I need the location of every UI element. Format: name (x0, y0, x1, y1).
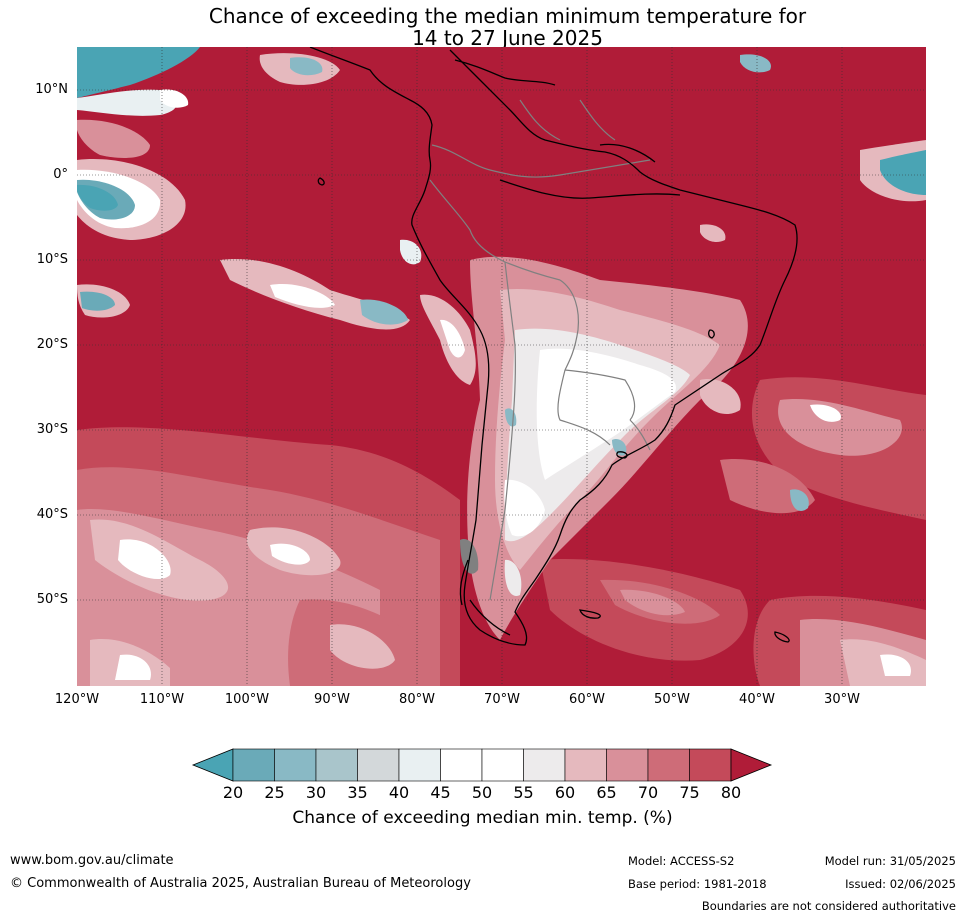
lon-label-50w: 50°W (654, 692, 690, 707)
lat-label-40s: 40°S (36, 507, 68, 522)
graticule (77, 47, 926, 686)
colorbar-segment (647, 748, 690, 782)
map-title-line2: 14 to 27 June 2025 (412, 26, 603, 50)
lat-label-20s: 20°S (36, 337, 68, 352)
lon-label-110w: 110°W (139, 692, 185, 707)
colorbar-tick-label: 80 (720, 783, 742, 802)
colorbar-tick-label: 40 (388, 783, 410, 802)
lat-label-0: 0° (53, 167, 68, 182)
colorbar-tick-label: 30 (305, 783, 327, 802)
colorbar-tick-label: 70 (637, 783, 659, 802)
colorbar-label: Chance of exceeding median min. temp. (%… (292, 808, 673, 828)
lat-label-50s: 50°S (36, 592, 68, 607)
coastline (309, 47, 798, 646)
colorbar-segment (274, 748, 317, 782)
footer-issued: Issued: 02/06/2025 (845, 877, 956, 891)
colorbar-segment (440, 748, 483, 782)
lon-label-120w: 120°W (54, 692, 100, 707)
probability-map (77, 47, 926, 686)
colorbar-tick-label: 45 (430, 783, 451, 802)
colorbar-segment (523, 748, 566, 782)
lon-label-100w: 100°W (224, 692, 270, 707)
lon-label-40w: 40°W (739, 692, 775, 707)
lon-label-90w: 90°W (314, 692, 350, 707)
colorbar-tick-label: 25 (264, 783, 285, 802)
colorbar-tick-label: 50 (471, 783, 493, 802)
country-borders (429, 99, 651, 601)
colorbar (191, 748, 773, 782)
lon-label-80w: 80°W (399, 692, 435, 707)
southern-ocean-contours (77, 377, 926, 686)
colorbar-tick-label: 75 (679, 783, 700, 802)
colorbar-segment (315, 748, 358, 782)
lon-label-30w: 30°W (824, 692, 860, 707)
colorbar-tick-label: 60 (554, 783, 576, 802)
map-fields (77, 47, 926, 686)
colorbar-segment (398, 748, 441, 782)
footer-website: www.bom.gov.au/climate (10, 853, 174, 868)
footer-model-run: Model run: 31/05/2025 (824, 854, 956, 868)
colorbar-tick-label: 65 (596, 783, 617, 802)
lon-label-60w: 60°W (569, 692, 605, 707)
pacific-cool-patches (77, 47, 926, 385)
colorbar-segment (606, 748, 649, 782)
colorbar-arrow-high (730, 748, 773, 782)
lat-label-10n: 10°N (35, 82, 68, 97)
colorbar-segment (689, 748, 732, 782)
map-title-line1: Chance of exceeding the median minimum t… (208, 4, 807, 28)
footer-disclaimer: Boundaries are not considered authoritat… (701, 899, 956, 913)
footer-copyright: © Commonwealth of Australia 2025, Austra… (10, 876, 471, 891)
colorbar-arrow-low (191, 748, 234, 782)
footer-model: Model: ACCESS-S2 (628, 854, 735, 868)
colorbar-segment (357, 748, 400, 782)
colorbar-tick-label: 35 (347, 783, 368, 802)
lat-label-10s: 10°S (36, 252, 68, 267)
colorbar-segment (232, 748, 275, 782)
lon-label-70w: 70°W (484, 692, 520, 707)
colorbar-segment (564, 748, 607, 782)
colorbar-segment (481, 748, 524, 782)
colorbar-tick-label: 55 (513, 783, 534, 802)
footer-base-period: Base period: 1981-2018 (628, 877, 767, 891)
lat-label-30s: 30°S (36, 422, 68, 437)
colorbar-tick-label: 20 (222, 783, 244, 802)
